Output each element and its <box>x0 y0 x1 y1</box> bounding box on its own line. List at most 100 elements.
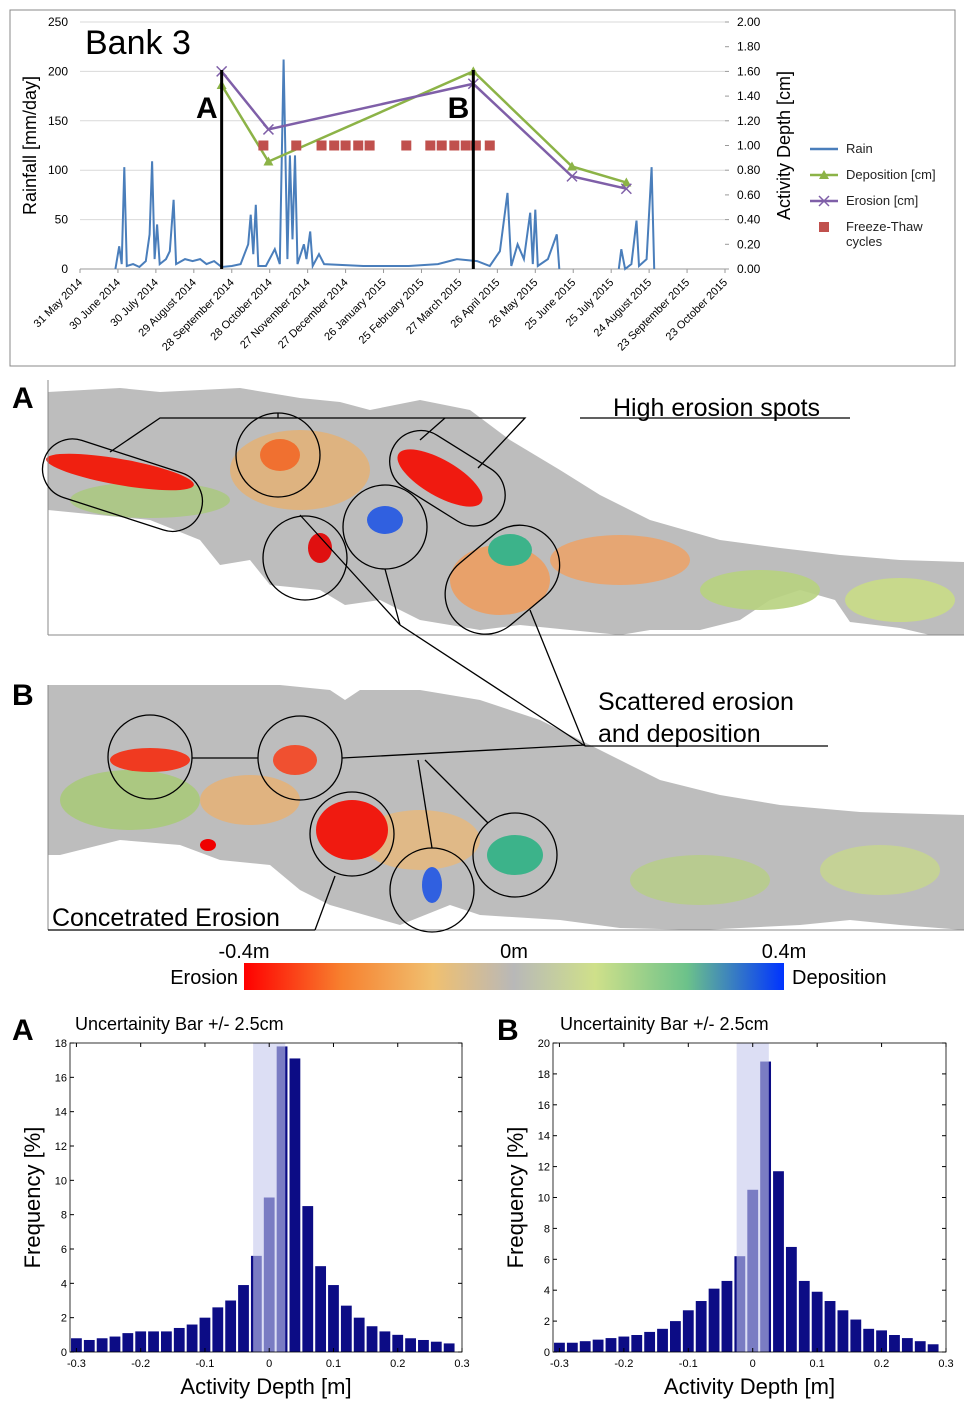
map-label: A <box>12 382 34 415</box>
series-marker <box>620 183 632 195</box>
histogram-bar <box>695 1301 707 1352</box>
series-marker <box>258 140 269 151</box>
histogram-bar <box>315 1266 327 1352</box>
legend-swatch <box>819 170 829 179</box>
series-marker <box>566 170 578 182</box>
histogram-bar <box>186 1324 198 1352</box>
histogram-bar <box>901 1338 913 1352</box>
colorbar-label: Deposition <box>792 967 887 989</box>
histogram-bar <box>212 1307 224 1352</box>
histogram-bar <box>798 1280 810 1352</box>
histogram-bar <box>109 1336 121 1352</box>
y2-tick-label: 2.00 <box>737 15 761 29</box>
y2-tick-label: 1.60 <box>737 64 761 78</box>
histogram-bar <box>566 1342 578 1352</box>
y-tick-label: 8 <box>544 1223 550 1235</box>
histogram-bar <box>199 1317 211 1352</box>
histogram-bar <box>71 1338 82 1352</box>
y2-tick-label: 0.20 <box>737 237 761 251</box>
map-annotation: Scattered erosion <box>598 688 794 716</box>
y-tick-label: 250 <box>48 15 68 29</box>
legend-label: Freeze-Thaw cycles <box>846 219 923 249</box>
histogram-bar <box>554 1342 565 1352</box>
series-marker <box>621 177 632 187</box>
y2-tick-label: 1.00 <box>737 139 761 153</box>
chart-frame <box>9 9 956 367</box>
colorbar-tick-label: 0m <box>500 941 528 963</box>
histogram-bar <box>657 1328 668 1352</box>
x-axis-title: Activity Depth [m] <box>664 1374 835 1399</box>
x-tick-label: 0.2 <box>874 1358 889 1370</box>
map-annotation: Concetrated Erosion <box>52 904 280 932</box>
y-tick-label: 12 <box>538 1162 550 1174</box>
map-annotation: and deposition <box>598 720 761 748</box>
uncertainty-band <box>253 1043 286 1352</box>
histogram-bar <box>785 1246 797 1352</box>
histogram-bar <box>682 1310 694 1352</box>
x-tick-label: 25 February 2015 <box>357 277 427 347</box>
histogram-bar <box>592 1339 604 1352</box>
histogram-bar <box>148 1331 159 1352</box>
legend-label: Rain <box>846 141 873 156</box>
y-tick-label: 0 <box>61 1347 67 1359</box>
y-tick-label: 0 <box>544 1347 550 1359</box>
histogram-bar <box>353 1317 365 1352</box>
y-tick-label: 100 <box>48 163 68 177</box>
series-marker <box>460 140 471 151</box>
series-marker <box>436 140 447 151</box>
chart-title: Uncertainity Bar +/- 2.5cm <box>75 1014 284 1034</box>
y-axis-title: Frequency [%] <box>503 1127 528 1269</box>
map-label: B <box>12 679 34 712</box>
plot-frame <box>69 1042 463 1353</box>
histogram-bar <box>135 1331 147 1352</box>
x-tick-label: -0.1 <box>679 1358 698 1370</box>
x-tick-label: 27 November 2014 <box>238 277 313 352</box>
y-axis-title: Frequency [%] <box>20 1127 45 1269</box>
series-marker <box>340 140 351 151</box>
y2-tick-label: 0.60 <box>737 188 761 202</box>
x-axis-title: Activity Depth [m] <box>180 1374 351 1399</box>
series-marker <box>262 123 274 135</box>
y2-tick-label: 0.80 <box>737 163 761 177</box>
histogram-bar <box>289 1058 301 1352</box>
histogram-bar <box>225 1300 237 1352</box>
annotation-label: B <box>448 92 470 125</box>
x-tick-label: 0 <box>750 1358 756 1370</box>
histogram-bar <box>850 1319 862 1352</box>
series-marker <box>353 140 364 151</box>
histogram-bar <box>644 1331 656 1352</box>
y-tick-label: 16 <box>55 1072 67 1084</box>
map-a <box>41 380 964 636</box>
series-marker <box>401 140 412 151</box>
legend-label: Deposition [cm] <box>846 167 936 182</box>
series-marker <box>484 140 495 151</box>
y2-tick-label: 0.40 <box>737 213 761 227</box>
series-marker <box>425 140 436 151</box>
x-tick-label: 0.1 <box>809 1358 824 1370</box>
histogram-bar <box>669 1321 681 1352</box>
x-tick-label: 27 December 2014 <box>276 277 351 352</box>
y2-tick-label: 1.20 <box>737 114 761 128</box>
y-tick-label: 2 <box>544 1316 550 1328</box>
colorbar-tick-label: -0.4m <box>218 941 269 963</box>
y-tick-label: 18 <box>55 1038 67 1050</box>
histogram-bar <box>721 1280 733 1352</box>
y-tick-label: 16 <box>538 1100 550 1112</box>
histogram-bar <box>889 1335 900 1352</box>
x-tick-label: 0.2 <box>390 1358 405 1370</box>
series-marker <box>364 140 375 151</box>
histogram-bar <box>405 1338 416 1352</box>
y2-tick-label: 0.00 <box>737 262 761 276</box>
y-tick-label: 4 <box>544 1285 550 1297</box>
map-annotation: High erosion spots <box>613 394 820 422</box>
histogram-bar <box>379 1331 391 1352</box>
series-marker <box>470 140 481 151</box>
series-marker <box>329 140 340 151</box>
x-tick-label: -0.2 <box>614 1358 633 1370</box>
y-axis-title: Rainfall [mm/day] <box>20 76 40 215</box>
y-tick-label: 8 <box>61 1210 67 1222</box>
histogram-bar <box>837 1310 849 1352</box>
y-tick-label: 6 <box>544 1254 550 1266</box>
histogram-bar <box>914 1341 926 1352</box>
